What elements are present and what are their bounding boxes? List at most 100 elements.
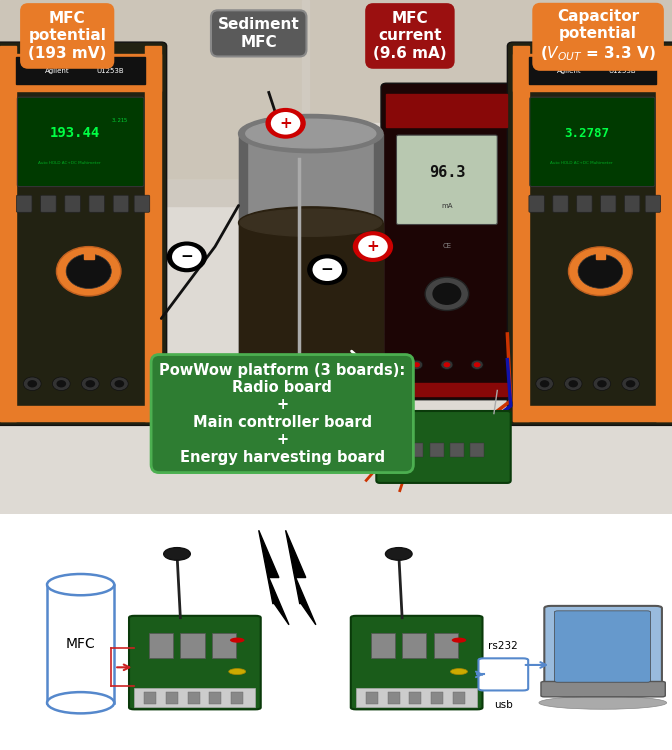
FancyBboxPatch shape [541, 682, 665, 697]
Circle shape [626, 380, 635, 388]
Circle shape [578, 254, 623, 288]
Circle shape [172, 245, 202, 268]
Circle shape [597, 380, 607, 388]
Ellipse shape [240, 209, 382, 236]
Ellipse shape [239, 115, 383, 153]
Text: U1253B: U1253B [608, 68, 636, 74]
FancyBboxPatch shape [0, 42, 167, 425]
Ellipse shape [239, 433, 383, 471]
Text: U1253B: U1253B [97, 68, 124, 74]
Circle shape [411, 360, 423, 370]
FancyBboxPatch shape [381, 83, 513, 400]
FancyBboxPatch shape [89, 195, 105, 212]
FancyBboxPatch shape [507, 42, 672, 425]
Bar [529, 58, 656, 84]
Circle shape [358, 236, 388, 258]
Ellipse shape [239, 422, 383, 451]
FancyBboxPatch shape [624, 195, 640, 212]
FancyBboxPatch shape [478, 658, 528, 691]
Bar [16, 58, 145, 84]
Bar [656, 46, 672, 422]
FancyBboxPatch shape [601, 195, 616, 212]
Circle shape [353, 231, 393, 262]
Ellipse shape [164, 548, 190, 560]
Text: 3.2787: 3.2787 [564, 127, 609, 140]
Text: 96.3: 96.3 [429, 166, 465, 181]
Circle shape [450, 668, 468, 674]
FancyBboxPatch shape [645, 195, 661, 212]
Bar [0, 406, 161, 422]
Circle shape [56, 247, 121, 296]
Bar [453, 692, 465, 704]
Text: rs232: rs232 [489, 640, 518, 651]
Circle shape [307, 254, 347, 285]
Ellipse shape [47, 574, 114, 596]
FancyBboxPatch shape [530, 98, 655, 187]
FancyBboxPatch shape [577, 195, 592, 212]
FancyBboxPatch shape [129, 616, 261, 710]
Circle shape [265, 108, 306, 139]
Text: Sediment
MFC: Sediment MFC [218, 17, 300, 50]
Bar [513, 46, 529, 422]
Bar [410, 442, 423, 458]
Text: MFC
current
(9.6 mA): MFC current (9.6 mA) [373, 11, 447, 61]
Text: −: − [181, 249, 193, 265]
Bar [450, 442, 464, 458]
Text: Agilent: Agilent [45, 68, 70, 74]
Text: +: + [367, 239, 379, 254]
Circle shape [564, 377, 582, 391]
Circle shape [312, 259, 342, 281]
Ellipse shape [386, 548, 412, 560]
Circle shape [474, 362, 480, 368]
Bar [47, 585, 114, 703]
Bar [388, 692, 400, 704]
Circle shape [622, 377, 639, 391]
FancyBboxPatch shape [544, 606, 662, 686]
Bar [386, 94, 507, 128]
Bar [212, 633, 236, 658]
Ellipse shape [239, 207, 383, 238]
Bar [239, 223, 383, 452]
Circle shape [230, 638, 245, 643]
Bar [302, 0, 309, 123]
Bar [0, 180, 672, 514]
Circle shape [593, 377, 611, 391]
Bar [402, 633, 426, 658]
Text: Auto HOLD AC+DC Multimeter: Auto HOLD AC+DC Multimeter [550, 161, 613, 166]
Text: 193.44: 193.44 [49, 126, 99, 140]
Bar [210, 692, 222, 704]
Circle shape [81, 377, 99, 391]
Bar [239, 134, 247, 452]
Bar [374, 134, 383, 452]
Ellipse shape [539, 696, 667, 709]
Bar [0, 0, 672, 206]
Bar [371, 633, 395, 658]
Circle shape [452, 638, 466, 643]
FancyBboxPatch shape [529, 195, 544, 212]
Bar [430, 442, 444, 458]
Circle shape [271, 112, 300, 134]
Bar [595, 249, 605, 259]
Text: PowWow platform (3 boards):
Radio board
+
Main controller board
+
Energy harvest: PowWow platform (3 boards): Radio board … [159, 362, 405, 464]
FancyBboxPatch shape [351, 616, 482, 710]
Text: Capacitor
potential
($V_{OUT}$ = 3.3 V): Capacitor potential ($V_{OUT}$ = 3.3 V) [540, 9, 656, 63]
Bar [166, 692, 178, 704]
Bar [431, 692, 444, 704]
Text: Agilent: Agilent [557, 68, 582, 74]
Bar [0, 180, 672, 206]
Circle shape [52, 377, 70, 391]
FancyBboxPatch shape [113, 195, 129, 212]
Circle shape [471, 360, 483, 370]
Circle shape [536, 377, 553, 391]
Bar [84, 249, 93, 259]
Circle shape [28, 380, 37, 388]
Bar [144, 692, 156, 704]
FancyBboxPatch shape [396, 135, 497, 224]
Bar [239, 429, 383, 442]
Circle shape [425, 278, 468, 310]
Circle shape [66, 254, 112, 289]
Circle shape [540, 380, 550, 388]
Circle shape [114, 380, 124, 388]
Bar [433, 633, 458, 658]
Circle shape [110, 377, 128, 391]
